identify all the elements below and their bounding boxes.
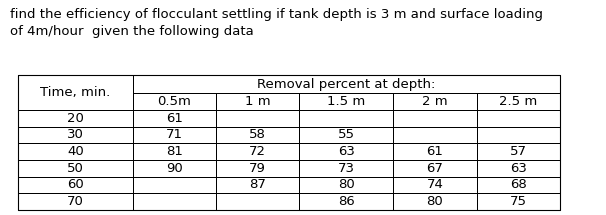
Text: 74: 74 — [427, 178, 444, 192]
Bar — [18, 177, 133, 193]
Text: 71: 71 — [166, 129, 183, 141]
Bar — [18, 193, 133, 210]
Text: 50: 50 — [67, 162, 84, 175]
Text: 81: 81 — [166, 145, 183, 158]
Bar — [216, 127, 299, 143]
Text: 87: 87 — [249, 178, 266, 192]
Bar — [216, 160, 299, 177]
Text: 30: 30 — [67, 129, 84, 141]
Text: 40: 40 — [67, 145, 84, 158]
Text: 20: 20 — [67, 112, 84, 125]
Bar — [476, 177, 560, 193]
Text: 2 m: 2 m — [422, 95, 448, 108]
Text: 72: 72 — [249, 145, 266, 158]
Bar — [476, 127, 560, 143]
Bar — [299, 193, 393, 210]
Bar — [299, 143, 393, 160]
Text: 90: 90 — [166, 162, 183, 175]
Bar — [393, 110, 476, 127]
Bar — [299, 110, 393, 127]
Text: 61: 61 — [427, 145, 444, 158]
Text: 68: 68 — [510, 178, 527, 192]
Bar — [393, 143, 476, 160]
Bar — [133, 193, 216, 210]
Bar — [299, 160, 393, 177]
Bar — [133, 143, 216, 160]
Bar — [133, 127, 216, 143]
Bar — [393, 177, 476, 193]
Text: Removal percent at depth:: Removal percent at depth: — [257, 78, 436, 91]
Bar — [18, 75, 133, 110]
Bar — [393, 93, 476, 110]
Bar — [216, 143, 299, 160]
Text: 75: 75 — [510, 195, 527, 208]
Text: 0.5m: 0.5m — [158, 95, 191, 108]
Text: 1 m: 1 m — [245, 95, 270, 108]
Bar — [133, 75, 560, 93]
Bar — [476, 160, 560, 177]
Bar — [18, 127, 133, 143]
Text: 79: 79 — [249, 162, 266, 175]
Bar — [216, 177, 299, 193]
Text: 67: 67 — [427, 162, 444, 175]
Text: 58: 58 — [249, 129, 266, 141]
Bar — [133, 160, 216, 177]
Bar — [133, 93, 216, 110]
Text: 2.5 m: 2.5 m — [499, 95, 538, 108]
Bar — [476, 93, 560, 110]
Bar — [393, 127, 476, 143]
Text: 80: 80 — [427, 195, 444, 208]
Bar — [216, 110, 299, 127]
Bar — [299, 127, 393, 143]
Text: 55: 55 — [338, 129, 355, 141]
Text: 60: 60 — [67, 178, 84, 192]
Text: 70: 70 — [67, 195, 84, 208]
Bar — [476, 143, 560, 160]
Text: 80: 80 — [338, 178, 355, 192]
Bar — [216, 93, 299, 110]
Bar — [133, 177, 216, 193]
Bar — [299, 93, 393, 110]
Bar — [476, 193, 560, 210]
Bar — [299, 177, 393, 193]
Bar — [18, 75, 560, 210]
Bar — [393, 160, 476, 177]
Text: 86: 86 — [338, 195, 355, 208]
Text: 1.5 m: 1.5 m — [327, 95, 365, 108]
Text: 63: 63 — [338, 145, 355, 158]
Text: find the efficiency of flocculant settling if tank depth is 3 m and surface load: find the efficiency of flocculant settli… — [10, 8, 543, 38]
Text: Time, min.: Time, min. — [40, 86, 110, 99]
Bar — [476, 110, 560, 127]
Bar — [18, 110, 133, 127]
Bar — [216, 193, 299, 210]
Bar — [393, 193, 476, 210]
Text: 61: 61 — [166, 112, 183, 125]
Bar — [18, 160, 133, 177]
Text: 63: 63 — [510, 162, 527, 175]
Text: 73: 73 — [338, 162, 355, 175]
Text: 57: 57 — [510, 145, 527, 158]
Bar — [18, 143, 133, 160]
Bar — [133, 110, 216, 127]
